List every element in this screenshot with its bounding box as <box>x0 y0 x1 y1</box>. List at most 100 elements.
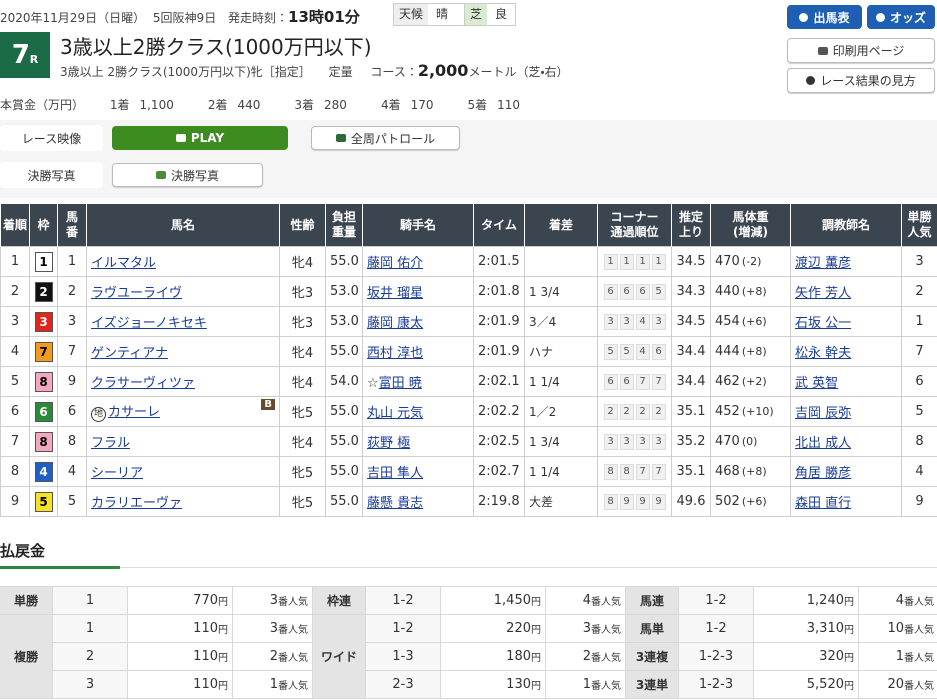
sex-age: 牝4 <box>291 346 314 361</box>
popularity: 9 <box>915 494 924 509</box>
prize-amount: 280 <box>324 98 347 112</box>
yen: 円 <box>218 681 228 692</box>
payout-table: 単勝 1 770 円 3 番人気 複勝 1 110 円 3 番人気 2 110 円 2 番人気 3 110 円 1 番人気… <box>0 586 937 699</box>
combo: 1-2 <box>705 593 727 608</box>
header-text: 負担 <box>331 210 356 224</box>
weather-box: 天候 晴 芝 良 <box>393 3 517 26</box>
jockey-link[interactable]: 吉田 隼人 <box>367 466 424 481</box>
corner: 3 <box>651 314 666 330</box>
trainer-link[interactable]: 角居 勝彦 <box>795 466 852 481</box>
conditions: 3歳以上 2勝クラス(1000万円以下)牝［指定］ <box>60 65 311 79</box>
pop-suffix: 番人気 <box>904 681 934 692</box>
weight-cell: 55.0 <box>325 426 363 457</box>
jockey-link[interactable]: 藤懸 貴志 <box>367 496 424 511</box>
combo-cell: 1 <box>52 587 127 615</box>
jockey-link[interactable]: 丸山 元気 <box>367 406 424 421</box>
corner: 6 <box>619 374 634 390</box>
frame-cell: 3 <box>29 306 58 337</box>
horse-number: 6 <box>67 404 77 419</box>
margin: 大差 <box>529 495 554 509</box>
jockey-link[interactable]: 藤岡 康太 <box>367 316 424 331</box>
horse-link[interactable]: イズジョーノキセキ <box>91 316 207 331</box>
sex-age: 牝4 <box>291 436 314 451</box>
frame-cell: 6 <box>29 396 58 427</box>
horse-link[interactable]: クラサーヴィツァ <box>91 376 196 391</box>
combo-cell: 2 <box>52 643 127 671</box>
payout-popularity: 20 <box>887 677 904 692</box>
photo-label: 決勝写真 <box>0 162 103 188</box>
amount: 110 <box>193 621 218 636</box>
trainer-cell: 角居 勝彦 <box>790 456 902 487</box>
horse-link[interactable]: カラリエーヴァ <box>91 496 183 511</box>
header-text: コーナー <box>610 210 659 224</box>
margin: ハナ <box>529 345 554 359</box>
weight-change: (+6) <box>741 495 767 508</box>
weight-change: (+8) <box>741 465 767 478</box>
sex-age-cell: 牝4 <box>279 426 326 457</box>
trainer-link[interactable]: 吉岡 辰弥 <box>795 406 852 421</box>
margin-cell: 1 1/4 <box>524 366 598 397</box>
trainer-link[interactable]: 矢作 芳人 <box>795 286 852 301</box>
margin: 1 1/4 <box>529 464 560 479</box>
trainer-link[interactable]: 渡辺 薫彦 <box>795 256 852 271</box>
photo-label-text: 決勝写真 <box>27 168 76 183</box>
header-text: 調教師名 <box>821 217 870 232</box>
patrol-button[interactable]: 全周パトロール <box>311 126 460 150</box>
body-weight-cell: 452 (+10) <box>710 396 791 427</box>
trainer-link[interactable]: 北出 成人 <box>795 436 852 451</box>
weight-cell: 53.0 <box>325 276 363 307</box>
horse-link[interactable]: ゲンティアナ <box>91 346 168 361</box>
amount: 130 <box>506 677 531 692</box>
horse-number: 4 <box>67 464 77 479</box>
corner: 7 <box>651 464 666 480</box>
amount: 180 <box>506 649 531 664</box>
popularity-cell: 1 番人気 <box>232 671 312 699</box>
popularity-cell: 20 番人気 <box>858 671 937 699</box>
trainer-link[interactable]: 松永 幹夫 <box>795 346 852 361</box>
jockey-link[interactable]: 西村 淳也 <box>367 346 424 361</box>
amount-cell: 1,240 円 <box>753 587 858 615</box>
popularity-cell: 3 <box>901 246 937 277</box>
frame-cell: 8 <box>29 366 58 397</box>
horse-link[interactable]: ラヴユーライヴ <box>91 286 183 301</box>
jockey-link[interactable]: 藤岡 佑介 <box>367 256 424 271</box>
corner: 6 <box>651 344 666 360</box>
trainer-link[interactable]: 森田 直行 <box>795 496 852 511</box>
sex-age-cell: 牝5 <box>279 456 326 487</box>
sex-age-cell: 牝3 <box>279 276 326 307</box>
number-cell: 6 <box>57 396 87 427</box>
time-cell: 2:01.5 <box>473 246 525 277</box>
jockey-link[interactable]: 荻野 極 <box>367 436 411 451</box>
last-3f: 34.5 <box>676 314 706 329</box>
rank: 9 <box>10 494 20 509</box>
weight-carried: 55.0 <box>330 464 359 479</box>
horse-link[interactable]: カサーレ <box>108 405 161 420</box>
photo-button[interactable]: 決勝写真 <box>112 163 263 187</box>
play-button[interactable]: PLAY <box>112 126 288 150</box>
corner: 8 <box>619 464 634 480</box>
jockey-link[interactable]: 坂井 瑠星 <box>367 286 424 301</box>
entry-button[interactable]: 出馬表 <box>787 5 862 29</box>
trainer-link[interactable]: 武 英智 <box>795 376 839 391</box>
print-button[interactable]: 印刷用ページ <box>787 38 935 63</box>
prize-label: 本賞金（万円） <box>0 98 85 112</box>
horse-link[interactable]: シーリア <box>91 466 144 481</box>
odds-button[interactable]: オッズ <box>867 5 935 29</box>
guide-button[interactable]: レース結果の見方 <box>787 68 935 93</box>
corner: 5 <box>603 344 618 360</box>
rank-cell: 4 <box>0 336 30 367</box>
header-text: 馬名 <box>170 217 195 232</box>
trainer-link[interactable]: 石坂 公一 <box>795 316 852 331</box>
trainer-cell: 吉岡 辰弥 <box>790 396 902 427</box>
corner: 2 <box>603 404 618 420</box>
corner: 8 <box>603 464 618 480</box>
body-weight-cell: 462 (+2) <box>710 366 791 397</box>
horse-link[interactable]: フラル <box>91 436 131 451</box>
race-number: 7 <box>11 40 30 70</box>
jockey-link[interactable]: 富田 暁 <box>378 376 422 391</box>
post-time: 13時01分 <box>288 8 360 26</box>
weight-change: (+2) <box>741 375 767 388</box>
horse-link[interactable]: イルマタル <box>91 256 157 271</box>
time: 2:02.2 <box>478 404 520 419</box>
